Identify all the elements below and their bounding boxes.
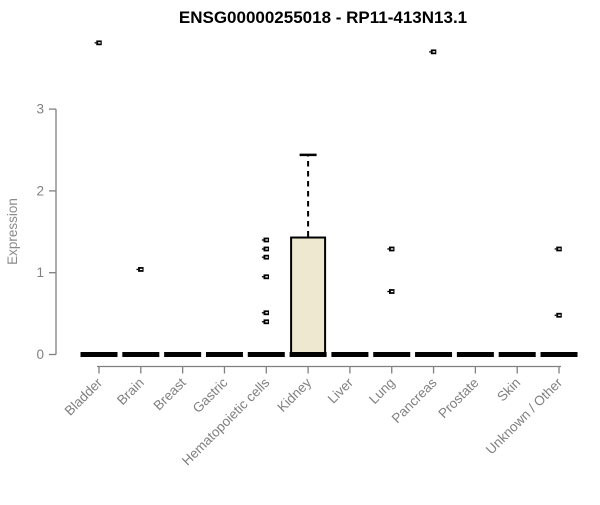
outlier-point [136,267,144,272]
x-tick-label: Prostate [435,375,481,421]
median-bar [331,352,369,357]
median-bar [80,352,118,357]
outlier-slit [265,312,268,314]
y-axis-title: Expression [5,198,20,265]
y-tick-label: 2 [36,183,44,198]
median-bar [289,352,327,357]
outlier-point [261,274,270,280]
outlier-slit [432,51,436,53]
outlier-point [554,312,562,318]
y-tick-label: 0 [36,347,44,362]
outlier-left-tick [94,42,97,44]
outlier-slit [139,268,143,271]
outlier-point [94,40,102,46]
outlier-point [261,310,270,316]
outlier-slit [558,314,561,316]
outlier-slit [265,248,268,250]
outlier-point [554,246,562,252]
outlier-slit [265,256,268,258]
outlier-left-tick [136,268,139,271]
median-bar [122,352,160,357]
boxplot-pancreas [415,49,453,357]
outlier-point [387,246,395,252]
outlier-left-tick [261,276,264,278]
outlier-slit [390,248,394,250]
outlier-left-tick [261,321,264,323]
x-tick-label: Brain [114,375,147,408]
outlier-left-tick [261,312,264,314]
outlier-left-tick [261,248,264,250]
outlier-point [429,49,437,55]
boxplot-bladder [80,40,118,357]
outlier-left-tick [261,256,264,258]
outlier-slit [265,321,268,323]
boxplot-kidney [289,153,327,357]
median-bar [415,352,453,357]
boxplot-layer [80,40,578,357]
outlier-slit [558,248,561,250]
x-tick-label: Breast [151,375,189,413]
x-tick-label: Lung [366,375,398,407]
outlier-point [261,319,270,325]
outlier-left-tick [554,248,557,250]
boxplot-prostate [456,352,494,357]
median-bar [373,352,411,357]
median-bar [498,352,536,357]
boxplot-skin [498,352,536,357]
outlier-left-tick [261,239,264,241]
outlier-left-tick [387,248,390,250]
outlier-point [387,289,395,294]
outlier-slit [265,239,268,241]
boxplot-brain [122,267,160,357]
y-tick-label: 1 [36,265,44,280]
boxplot-hematopoietic-cells [247,237,285,357]
y-tick-label: 3 [36,102,44,117]
chart-title: ENSG00000255018 - RP11-413N13.1 [179,8,467,27]
outlier-point [261,246,270,252]
outlier-left-tick [387,290,390,293]
outlier-point [261,237,270,243]
outlier-slit [98,42,101,44]
boxplot-gastric [205,352,243,357]
boxplot-breast [164,352,202,357]
box-iqr [290,236,327,356]
median-bar [205,352,243,357]
outlier-left-tick [554,314,557,316]
outlier-slit [265,276,268,278]
median-bar [164,352,202,357]
x-tick-label: Pancreas [389,375,440,426]
y-axis: 0 1 2 3 [36,102,57,362]
outlier-point [261,254,270,260]
boxplot-liver [331,352,369,357]
x-tick-label: Skin [494,375,523,404]
boxplot-lung [373,246,411,357]
median-bar [540,352,578,357]
outlier-left-tick [429,51,431,53]
x-tick-label: Gastric [190,375,231,416]
outlier-slit [390,290,394,293]
boxplot-unknown-other [540,246,578,357]
x-tick-label: Kidney [274,375,314,415]
median-bar [456,352,494,357]
x-tick-label: Unknown / Other [483,375,566,458]
x-tick-label: Liver [325,375,357,407]
median-bar [247,352,285,357]
x-tick-label: Bladder [62,375,106,419]
